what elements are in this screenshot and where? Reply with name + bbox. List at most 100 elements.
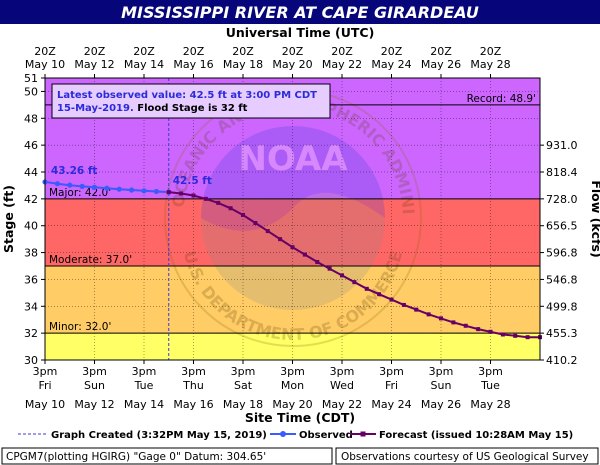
bottom-tick-label-date: May 10 [25,398,65,411]
chart-title: MISSISSIPPI RIVER AT CAPE GIRARDEAU [121,3,479,22]
info-line-2: 15-May-2019. Flood Stage is 32 ft [57,103,248,114]
footer-right-box [335,447,599,465]
bottom-tick-label-day: Fri [385,379,398,392]
top-tick-label-date: May 24 [371,58,411,71]
bottom-tick-label-day: Thu [182,379,204,392]
forecast-point [290,245,295,250]
top-tick-label-hour: 20Z [331,45,353,58]
forecast-point [265,229,270,234]
threshold-label: Moderate: 37.0' [49,254,132,266]
forecast-point [166,190,171,195]
observed-point [54,181,60,187]
observed-point [67,182,73,188]
forecast-point [451,320,456,325]
bottom-tick-label-day: Sun [431,379,452,392]
threshold-label: Major: 42.0' [49,187,111,199]
forecast-point [315,259,320,264]
bottom-tick-label-day: Wed [330,379,354,392]
bottom-tick-label-date: May 12 [74,398,114,411]
forecast-point [476,327,481,332]
y-tick-label: 42 [24,193,38,206]
forecast-point [426,312,431,317]
legend: Graph Created (3:32PM May 15, 2019) Obse… [18,430,573,441]
info-line-1: Latest observed value: 42.5 ft at 3:00 P… [57,90,317,101]
footer-left-box [1,447,333,465]
y-tick-label: 38 [24,247,38,260]
bottom-tick-label-time: 3pm [280,365,305,378]
seal-bird-shape [201,126,385,231]
bottom-tick-label-day: Fri [38,379,51,392]
bottom-tick-label-date: May 16 [173,398,213,411]
point-label: 42.5 ft [173,175,212,187]
bottom-tick-label-date: May 26 [421,398,461,411]
bottom-tick-label-time: 3pm [132,365,157,378]
forecast-point [525,335,530,340]
observed-point [129,187,135,193]
forecast-point [439,316,443,321]
bottom-tick-label-day: Tue [134,379,154,392]
bottom-tick-label-time: 3pm [181,365,206,378]
y-tick-label: 51 [24,72,38,85]
y2-tick-label: 455.3 [546,327,578,340]
top-tick-label-hour: 20Z [34,45,56,58]
forecast-point [389,297,394,302]
top-tick-label-hour: 20Z [282,45,304,58]
bottom-tick-label-date: May 22 [322,398,362,411]
forecast-point [463,323,468,328]
observed-point [104,185,110,191]
forecast-point [191,193,196,198]
bottom-tick-label-time: 3pm [33,365,58,378]
forecast-point [327,266,332,271]
legend-observed-label: Observed [299,430,353,441]
y-tick-label: 36 [24,273,38,286]
forecast-point [253,221,258,226]
top-tick-label-hour: 20Z [381,45,403,58]
bottom-tick-label-day: Tue [480,379,500,392]
threshold-label: Minor: 32.0' [49,321,111,333]
top-tick-label-date: May 12 [74,58,114,71]
y-tick-label: 32 [24,327,38,340]
band-minor [45,333,540,360]
bottom-tick-label-time: 3pm [330,365,355,378]
bottom-tick-label-date: May 28 [470,398,510,411]
title-bar [0,0,600,24]
y2-axis-label: Flow (kcfs) [589,180,600,257]
y2-tick-label: 656.5 [546,220,578,233]
legend-forecast-label: Forecast (issued 10:28AM May 15) [379,430,573,441]
forecast-point [377,292,382,297]
y2-tick-label: 546.8 [546,273,578,286]
forecast-point [228,206,233,211]
top-tick-label-hour: 20Z [84,45,106,58]
forecast-point [488,329,493,334]
bottom-tick-label-day: Mon [281,379,304,392]
latest-observed-box: Latest observed value: 42.5 ft at 3:00 P… [51,83,331,119]
y2-tick-label: 931.0 [546,139,578,152]
top-tick-label-date: May 14 [124,58,164,71]
bottom-tick-label-date: May 14 [124,398,164,411]
legend-graph-created-label: Graph Created (3:32PM May 15, 2019) [51,430,267,441]
footer-credit: Observations courtesy of US Geological S… [341,451,589,463]
bottom-tick-label-time: 3pm [379,365,404,378]
series-layer: 43.26 ft 42.5 ft [42,165,542,340]
seal-noaa-text: NOAA [238,139,348,179]
top-tick-label-hour: 20Z [183,45,205,58]
footer-datum: CPGM7(plotting HGIRG) "Gage 0" Datum: 30… [6,451,266,463]
y-tick-label: 44 [24,166,38,179]
forecast-point [340,273,344,278]
forecast-point [179,191,184,196]
top-tick-label-hour: 20Z [133,45,155,58]
bottom-tick-label-time: 3pm [82,365,107,378]
forecast-point [500,332,505,337]
bottom-axis-title: Site Time (CDT) [245,410,355,425]
forecast-point [216,200,221,205]
top-tick-label-date: May 20 [272,58,312,71]
y2-tick-label: 499.8 [546,300,578,313]
top-tick-label-date: May 18 [223,58,263,71]
forecast-point [364,286,369,291]
bottom-tick-label-date: May 20 [272,398,312,411]
bottom-tick-label-day: Sat [234,379,253,392]
top-tick-label-hour: 20Z [232,45,254,58]
